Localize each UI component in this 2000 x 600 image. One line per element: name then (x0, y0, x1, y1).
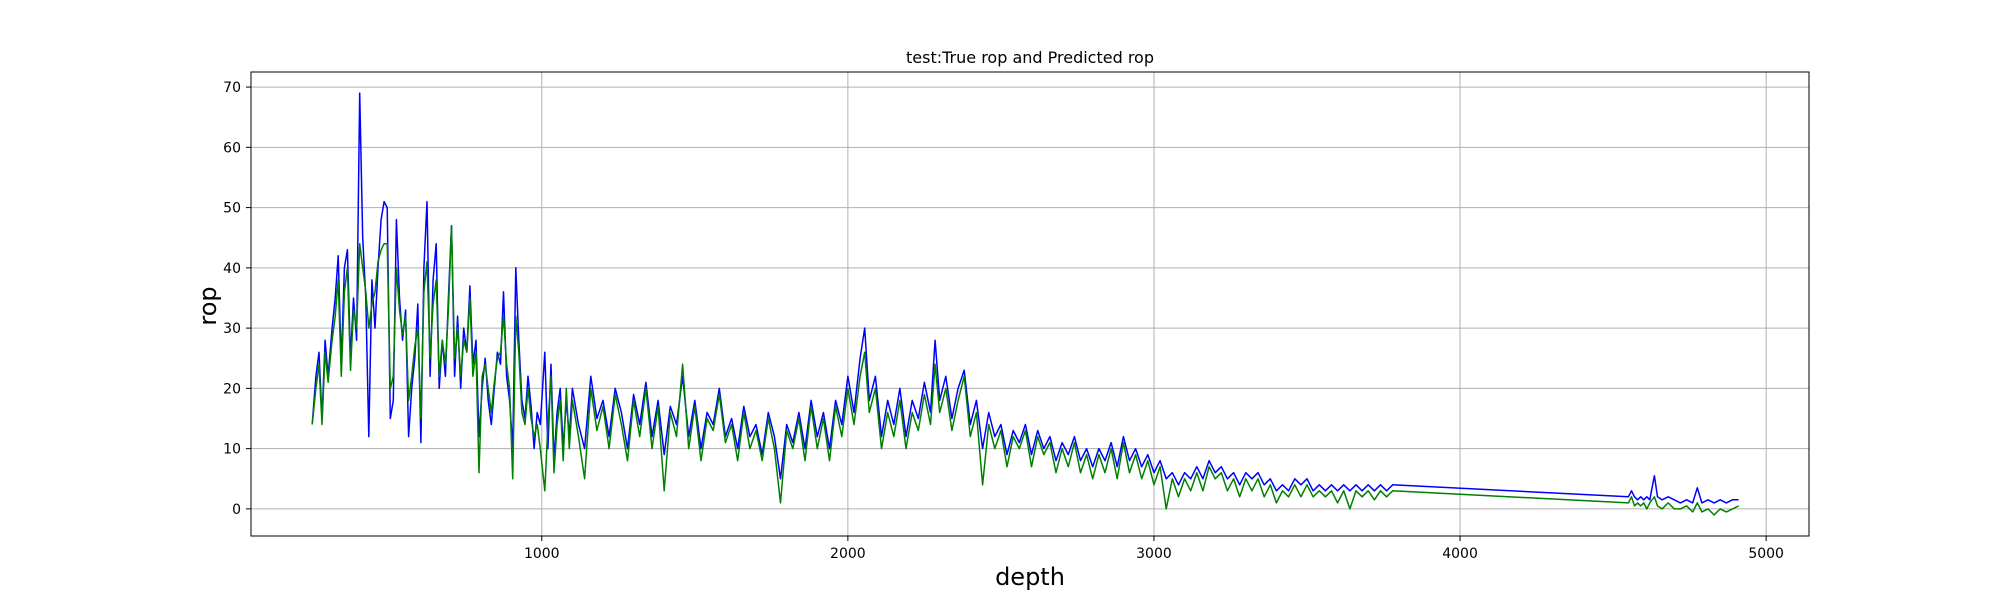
x-tick-label: 1000 (524, 546, 560, 562)
series-line-2 (311, 224, 1739, 516)
x-tick-label: 5000 (1748, 546, 1784, 562)
x-tick-label: 2000 (830, 546, 866, 562)
x-tick-label: 4000 (1442, 546, 1478, 562)
y-axis-ticks: 0 10 20 30 40 50 60 70 (223, 80, 251, 518)
x-axis-ticks: 1000 2000 3000 4000 5000 (524, 536, 1784, 562)
y-axis-label: rop (194, 286, 222, 325)
series-group (311, 92, 1739, 516)
chart-title: test:True rop and Predicted rop (906, 48, 1154, 67)
grid (251, 72, 1809, 536)
y-tick-label: 40 (223, 261, 241, 277)
y-tick-label: 50 (223, 201, 241, 217)
y-tick-label: 0 (232, 502, 241, 518)
y-tick-label: 20 (223, 381, 241, 397)
x-axis-label: depth (995, 563, 1065, 591)
y-tick-label: 60 (223, 140, 241, 156)
y-tick-label: 30 (223, 321, 241, 337)
x-tick-label: 3000 (1136, 546, 1172, 562)
plot-frame (250, 71, 1810, 537)
y-tick-label: 10 (223, 442, 241, 458)
y-tick-label: 70 (223, 80, 241, 96)
